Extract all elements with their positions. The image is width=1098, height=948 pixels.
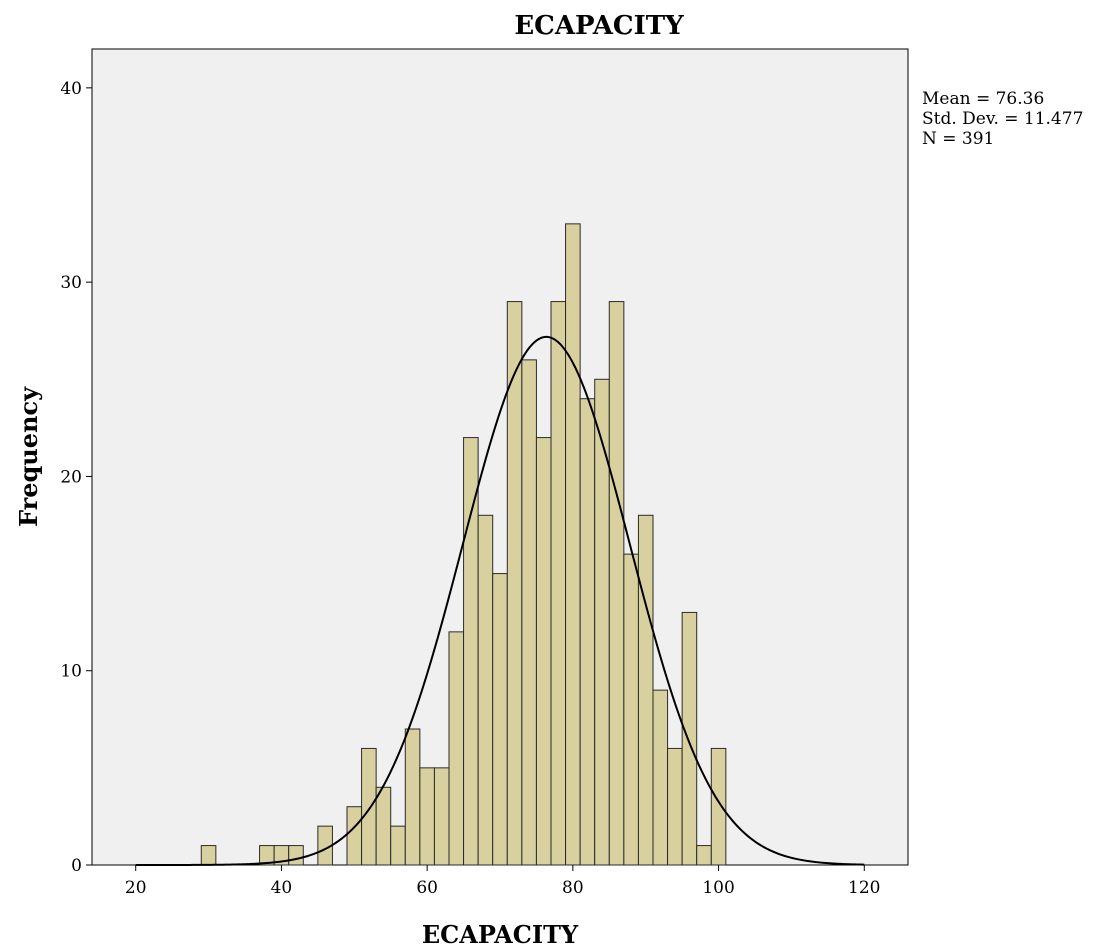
histogram-bar — [711, 748, 726, 865]
y-axis: 0 10 20 30 40 — [60, 79, 92, 876]
x-tick-label: 20 — [125, 878, 147, 898]
histogram-bar — [638, 515, 653, 865]
histogram-bar — [653, 690, 668, 865]
histogram-bar — [536, 438, 551, 865]
y-tick-label: 10 — [60, 662, 82, 682]
chart-title: ECAPACITY — [514, 11, 684, 41]
histogram-bar — [551, 302, 566, 865]
y-tick-label: 30 — [60, 273, 82, 293]
x-tick-label: 60 — [416, 878, 438, 898]
histogram-bar — [595, 379, 610, 865]
stats-std-dev: Std. Dev. = 11.477 — [922, 109, 1083, 129]
x-axis-label: ECAPACITY — [422, 920, 579, 948]
histogram-bar — [405, 729, 420, 865]
histogram-bar — [493, 574, 508, 865]
histogram-bar — [434, 768, 449, 865]
histogram-bar — [609, 302, 624, 865]
x-tick-label: 80 — [562, 878, 584, 898]
histogram-bar — [566, 224, 581, 865]
histogram-bar — [420, 768, 435, 865]
x-tick-label: 120 — [848, 878, 880, 898]
y-tick-label: 0 — [71, 856, 82, 876]
histogram-bar — [478, 515, 493, 865]
histogram-bar — [580, 399, 595, 865]
y-axis-label: Frequency — [14, 386, 43, 527]
histogram-bar — [347, 807, 362, 865]
stats-n: N = 391 — [922, 129, 994, 149]
stats-legend: Mean = 76.36 Std. Dev. = 11.477 N = 391 — [922, 89, 1083, 149]
histogram-bar — [682, 612, 697, 865]
histogram-bar — [362, 748, 377, 865]
histogram-bar — [697, 846, 712, 865]
histogram-bar — [376, 787, 391, 865]
histogram-bar — [668, 748, 683, 865]
stats-mean: Mean = 76.36 — [922, 89, 1044, 109]
histogram-bar — [289, 846, 304, 865]
y-tick-label: 20 — [60, 467, 82, 487]
x-tick-label: 100 — [702, 878, 734, 898]
x-tick-label: 40 — [271, 878, 293, 898]
histogram-bar — [449, 632, 464, 865]
histogram-bar — [201, 846, 216, 865]
histogram-bar — [624, 554, 639, 865]
histogram-bar — [391, 826, 406, 865]
y-tick-label: 40 — [60, 79, 82, 99]
histogram-bar — [522, 360, 537, 865]
x-axis: 20 40 60 80 100 120 — [125, 865, 881, 898]
histogram-bar — [464, 438, 479, 865]
